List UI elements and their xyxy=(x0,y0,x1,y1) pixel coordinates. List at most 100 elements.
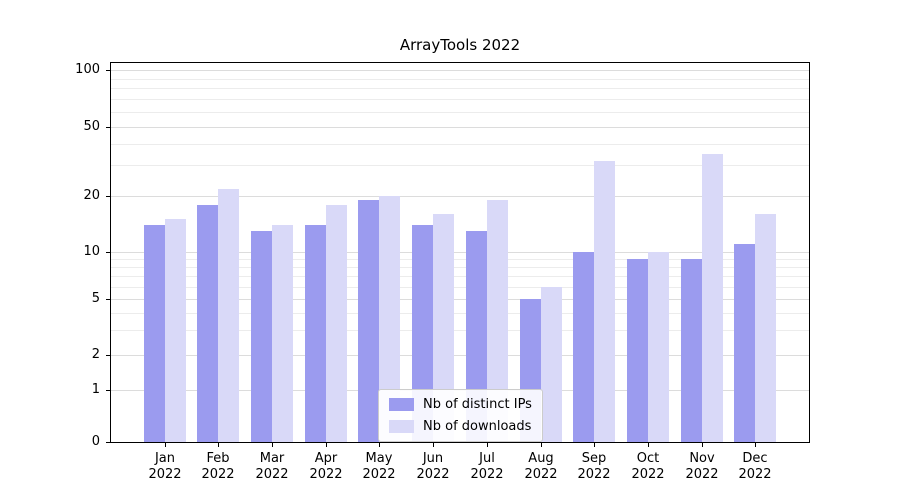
gridline-60 xyxy=(111,112,809,113)
y-tick-label-2: 2 xyxy=(91,347,100,362)
bar-downloads-apr xyxy=(326,205,347,442)
month-label: Feb xyxy=(206,451,230,466)
gridline-7 xyxy=(111,276,809,277)
x-tick-label-nov: Nov 2022 xyxy=(670,451,734,483)
bar-downloads-jan xyxy=(165,219,186,442)
x-tick-label-dec: Dec 2022 xyxy=(723,451,787,483)
y-tick-label-1: 1 xyxy=(91,382,100,397)
month-label: Aug xyxy=(528,451,554,466)
bar-downloads-may xyxy=(379,196,400,442)
year-label: 2022 xyxy=(577,467,611,482)
month-label: May xyxy=(365,451,393,466)
year-label: 2022 xyxy=(148,467,182,482)
y-tick-mark-50 xyxy=(106,127,110,128)
legend-label-distinct-ips: Nb of distinct IPs xyxy=(423,397,532,412)
legend-item-downloads: Nb of downloads xyxy=(389,419,532,434)
x-tick-mark-jan xyxy=(165,443,166,447)
year-label: 2022 xyxy=(631,467,665,482)
bar-downloads-sep xyxy=(594,161,615,442)
x-tick-label-jan: Jan 2022 xyxy=(133,451,197,483)
y-tick-mark-100 xyxy=(106,70,110,71)
gridline-30 xyxy=(111,165,809,166)
y-tick-mark-10 xyxy=(106,252,110,253)
gridline-8 xyxy=(111,267,809,268)
bar-downloads-feb xyxy=(218,189,239,442)
gridline-80 xyxy=(111,88,809,89)
bar-downloads-mar xyxy=(272,225,293,442)
x-tick-mark-jun xyxy=(433,443,434,447)
x-tick-mark-sep xyxy=(594,443,595,447)
legend: Nb of distinct IPs Nb of downloads xyxy=(378,389,543,442)
x-tick-label-jun: Jun 2022 xyxy=(401,451,465,483)
bar-downloads-oct xyxy=(648,252,669,442)
x-tick-label-may: May 2022 xyxy=(347,451,411,483)
year-label: 2022 xyxy=(362,467,396,482)
gridline-70 xyxy=(111,99,809,100)
x-tick-label-feb: Feb 2022 xyxy=(186,451,250,483)
x-tick-label-jul: Jul 2022 xyxy=(455,451,519,483)
y-tick-mark-5 xyxy=(106,299,110,300)
year-label: 2022 xyxy=(255,467,289,482)
bar-distinct-ips-oct xyxy=(627,259,648,442)
y-tick-label-10: 10 xyxy=(83,244,100,259)
month-label: Apr xyxy=(314,451,338,466)
bar-downloads-nov xyxy=(702,154,723,442)
bar-downloads-aug xyxy=(541,287,562,442)
legend-swatch-distinct-ips xyxy=(389,398,414,411)
x-tick-mark-aug xyxy=(541,443,542,447)
gridline-2 xyxy=(111,355,809,356)
y-tick-label-50: 50 xyxy=(83,119,100,134)
bar-distinct-ips-sep xyxy=(573,252,594,442)
gridline-4 xyxy=(111,313,809,314)
month-label: Jun xyxy=(422,451,444,466)
x-tick-mark-mar xyxy=(272,443,273,447)
bar-downloads-jun xyxy=(433,214,454,442)
month-label: Mar xyxy=(259,451,285,466)
y-tick-mark-20 xyxy=(106,196,110,197)
gridline-20 xyxy=(111,196,809,197)
bar-distinct-ips-jan xyxy=(144,225,165,442)
month-label: Sep xyxy=(581,451,607,466)
month-label: Jul xyxy=(479,451,495,466)
year-label: 2022 xyxy=(524,467,558,482)
x-tick-label-mar: Mar 2022 xyxy=(240,451,304,483)
gridline-50 xyxy=(111,127,809,128)
y-tick-label-100: 100 xyxy=(75,62,100,77)
month-label: Oct xyxy=(636,451,660,466)
bar-distinct-ips-feb xyxy=(197,205,218,442)
month-label: Nov xyxy=(689,451,715,466)
plot-area: Nb of distinct IPs Nb of downloads xyxy=(110,62,810,443)
chart-title: ArrayTools 2022 xyxy=(399,36,521,54)
x-tick-mark-oct xyxy=(648,443,649,447)
gridline-100 xyxy=(111,70,809,71)
x-tick-label-apr: Apr 2022 xyxy=(294,451,358,483)
bar-distinct-ips-apr xyxy=(305,225,326,442)
x-tick-label-oct: Oct 2022 xyxy=(616,451,680,483)
bar-downloads-jul xyxy=(487,200,508,442)
x-tick-mark-dec xyxy=(755,443,756,447)
bar-distinct-ips-mar xyxy=(251,231,272,442)
bar-distinct-ips-jun xyxy=(412,225,433,442)
bar-distinct-ips-may xyxy=(358,200,379,442)
gridline-40 xyxy=(111,144,809,145)
bar-downloads-dec xyxy=(755,214,776,442)
x-tick-label-sep: Sep 2022 xyxy=(562,451,626,483)
bar-distinct-ips-dec xyxy=(734,244,755,442)
year-label: 2022 xyxy=(201,467,235,482)
gridline-6 xyxy=(111,287,809,288)
gridline-90 xyxy=(111,79,809,80)
x-tick-mark-apr xyxy=(326,443,327,447)
y-tick-mark-2 xyxy=(106,355,110,356)
x-tick-mark-feb xyxy=(218,443,219,447)
y-tick-label-5: 5 xyxy=(91,291,100,306)
bar-distinct-ips-nov xyxy=(681,259,702,442)
gridline-3 xyxy=(111,330,809,331)
y-tick-label-20: 20 xyxy=(83,188,100,203)
year-label: 2022 xyxy=(416,467,450,482)
year-label: 2022 xyxy=(738,467,772,482)
y-tick-mark-0 xyxy=(106,442,110,443)
x-tick-mark-nov xyxy=(702,443,703,447)
y-tick-mark-1 xyxy=(106,390,110,391)
month-label: Jan xyxy=(154,451,176,466)
